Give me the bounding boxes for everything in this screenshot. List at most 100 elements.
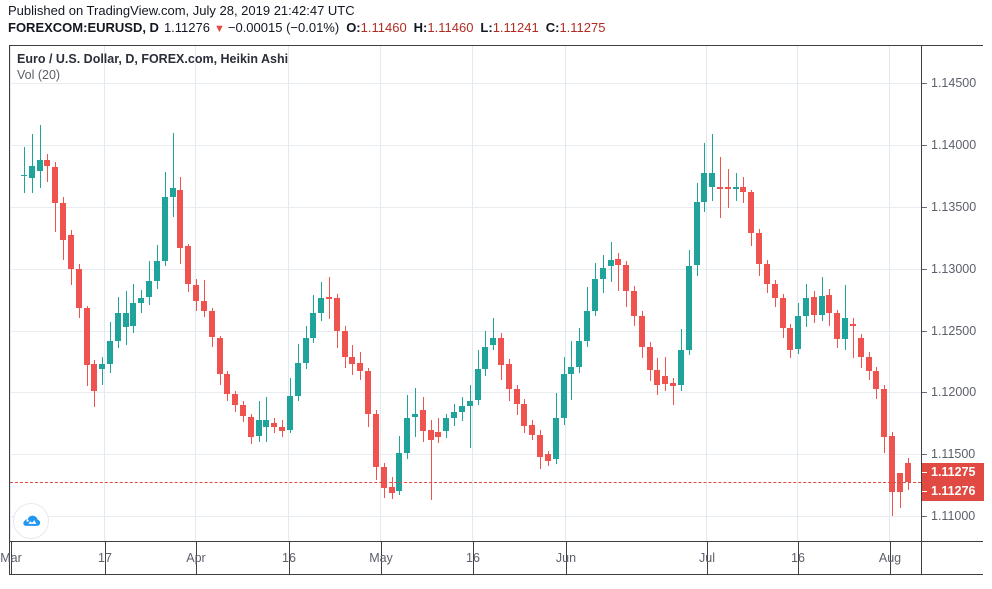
candle-wick bbox=[32, 133, 33, 194]
candle-body bbox=[193, 284, 199, 301]
candle-body bbox=[662, 376, 668, 384]
time-axis-separator bbox=[473, 542, 474, 574]
candle-body bbox=[733, 187, 739, 189]
last-price: 1.11276 bbox=[163, 20, 210, 35]
candle-body bbox=[467, 401, 473, 407]
candle-wick bbox=[493, 318, 494, 351]
candle-body bbox=[115, 313, 121, 341]
triangle-down-icon: ▼ bbox=[213, 23, 225, 35]
gridline-vertical bbox=[797, 46, 798, 541]
gridline-vertical bbox=[10, 46, 11, 541]
time-axis[interactable]: Mar 17 Apr 16 May 16 Jun Jul 16 Aug bbox=[0, 541, 983, 575]
candle-body bbox=[631, 291, 637, 316]
gridline-horizontal bbox=[10, 269, 921, 270]
candle-wick bbox=[415, 387, 416, 438]
candle-body bbox=[451, 412, 457, 419]
close-value: 1.11275 bbox=[559, 20, 606, 35]
candle-body bbox=[123, 313, 129, 327]
candle-body bbox=[615, 258, 621, 266]
close-price-badge[interactable]: 1.11275 bbox=[922, 463, 984, 482]
candle-body bbox=[694, 201, 700, 266]
open-key: O: bbox=[346, 20, 361, 35]
candle-body bbox=[740, 187, 746, 192]
candle-body bbox=[21, 174, 27, 177]
candle-body bbox=[826, 294, 832, 314]
candle-body bbox=[248, 417, 254, 438]
candle-body bbox=[780, 298, 786, 329]
candle-body bbox=[889, 435, 895, 492]
candle-body bbox=[881, 388, 887, 438]
candle-body bbox=[576, 340, 582, 367]
candle-body bbox=[553, 418, 559, 460]
candle-wick bbox=[173, 132, 174, 217]
candle-body bbox=[459, 406, 465, 413]
price-axis-label: 1.11500 bbox=[931, 447, 976, 461]
chart-legend-title: Euro / U.S. Dollar, D, FOREX.com, Heikin… bbox=[17, 52, 289, 66]
candle-body bbox=[396, 453, 402, 492]
candle-body bbox=[404, 418, 410, 454]
candle-body bbox=[224, 373, 230, 394]
gridline-vertical bbox=[565, 46, 566, 541]
gridline-vertical bbox=[104, 46, 105, 541]
candle-wick bbox=[712, 133, 713, 201]
candle-body bbox=[819, 295, 825, 315]
candle-wick bbox=[40, 125, 41, 189]
candle-body bbox=[310, 313, 316, 339]
candle-body bbox=[130, 303, 136, 326]
time-axis-separator bbox=[289, 542, 290, 574]
time-axis-label: May bbox=[369, 551, 393, 565]
time-axis-label: Jul bbox=[699, 551, 715, 565]
price-axis-label: 1.12500 bbox=[931, 324, 977, 338]
candle-body bbox=[639, 315, 645, 347]
candle-body bbox=[521, 403, 527, 426]
candle-body bbox=[84, 308, 90, 366]
low-key: L: bbox=[480, 20, 493, 35]
chart-plot-area[interactable] bbox=[10, 46, 921, 541]
price-axis-label: 1.14500 bbox=[931, 76, 977, 90]
candle-body bbox=[107, 340, 113, 365]
candle-body bbox=[349, 356, 355, 365]
candle-body bbox=[811, 297, 817, 315]
price-axis-label: 1.12000 bbox=[931, 385, 977, 399]
open-value: 1.11460 bbox=[360, 20, 407, 35]
candle-body bbox=[318, 298, 324, 314]
candle-body bbox=[537, 434, 543, 457]
gridline-horizontal bbox=[10, 392, 921, 393]
candle-body bbox=[365, 371, 371, 414]
candle-body bbox=[443, 418, 449, 431]
candle-wick bbox=[900, 486, 901, 508]
low-value: 1.11241 bbox=[492, 20, 539, 35]
candle-wick bbox=[845, 284, 846, 351]
candle-body bbox=[568, 366, 574, 374]
time-axis-label: 16 bbox=[466, 551, 480, 565]
price-badge-tick bbox=[922, 491, 927, 492]
time-axis-label: Mar bbox=[0, 551, 22, 565]
candle-body bbox=[138, 298, 144, 304]
price-axis-tick bbox=[922, 331, 927, 332]
price-axis-tick bbox=[922, 207, 927, 208]
price-axis[interactable]: 1.14500 1.14000 1.13500 1.13000 1.12500 1.120… bbox=[921, 46, 984, 541]
candle-body bbox=[279, 427, 285, 431]
candle-body bbox=[858, 338, 864, 357]
candle-body bbox=[529, 424, 535, 435]
close-key: C: bbox=[545, 20, 560, 35]
price-axis-label: 1.11000 bbox=[931, 509, 976, 523]
candle-body bbox=[60, 203, 66, 241]
candle-wick bbox=[204, 279, 205, 317]
candle-body bbox=[803, 298, 809, 316]
candle-body bbox=[76, 268, 82, 309]
candle-body bbox=[647, 346, 653, 371]
candle-body bbox=[545, 454, 551, 461]
candle-body bbox=[185, 246, 191, 284]
last-price-badge[interactable]: 1.11276 bbox=[922, 482, 984, 501]
price-axis-tick bbox=[922, 516, 927, 517]
candle-body bbox=[420, 409, 426, 431]
chart-frame bbox=[9, 45, 983, 542]
time-axis-label: 16 bbox=[791, 551, 805, 565]
price-axis-tick bbox=[922, 83, 927, 84]
candle-body bbox=[287, 396, 293, 430]
gridline-horizontal bbox=[10, 331, 921, 332]
candle-body bbox=[561, 373, 567, 419]
price-axis-label: 1.13000 bbox=[931, 262, 977, 276]
candle-body bbox=[381, 466, 387, 488]
